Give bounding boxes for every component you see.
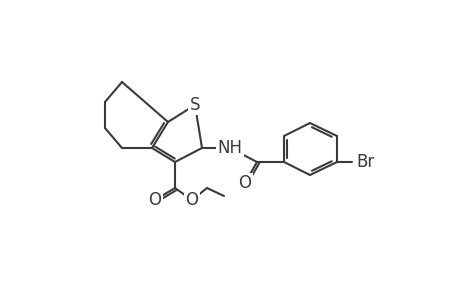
- Text: O: O: [185, 191, 198, 209]
- Text: NH: NH: [217, 139, 242, 157]
- Text: S: S: [190, 96, 200, 114]
- Text: O: O: [148, 191, 161, 209]
- Text: O: O: [238, 174, 251, 192]
- Text: Br: Br: [356, 153, 374, 171]
